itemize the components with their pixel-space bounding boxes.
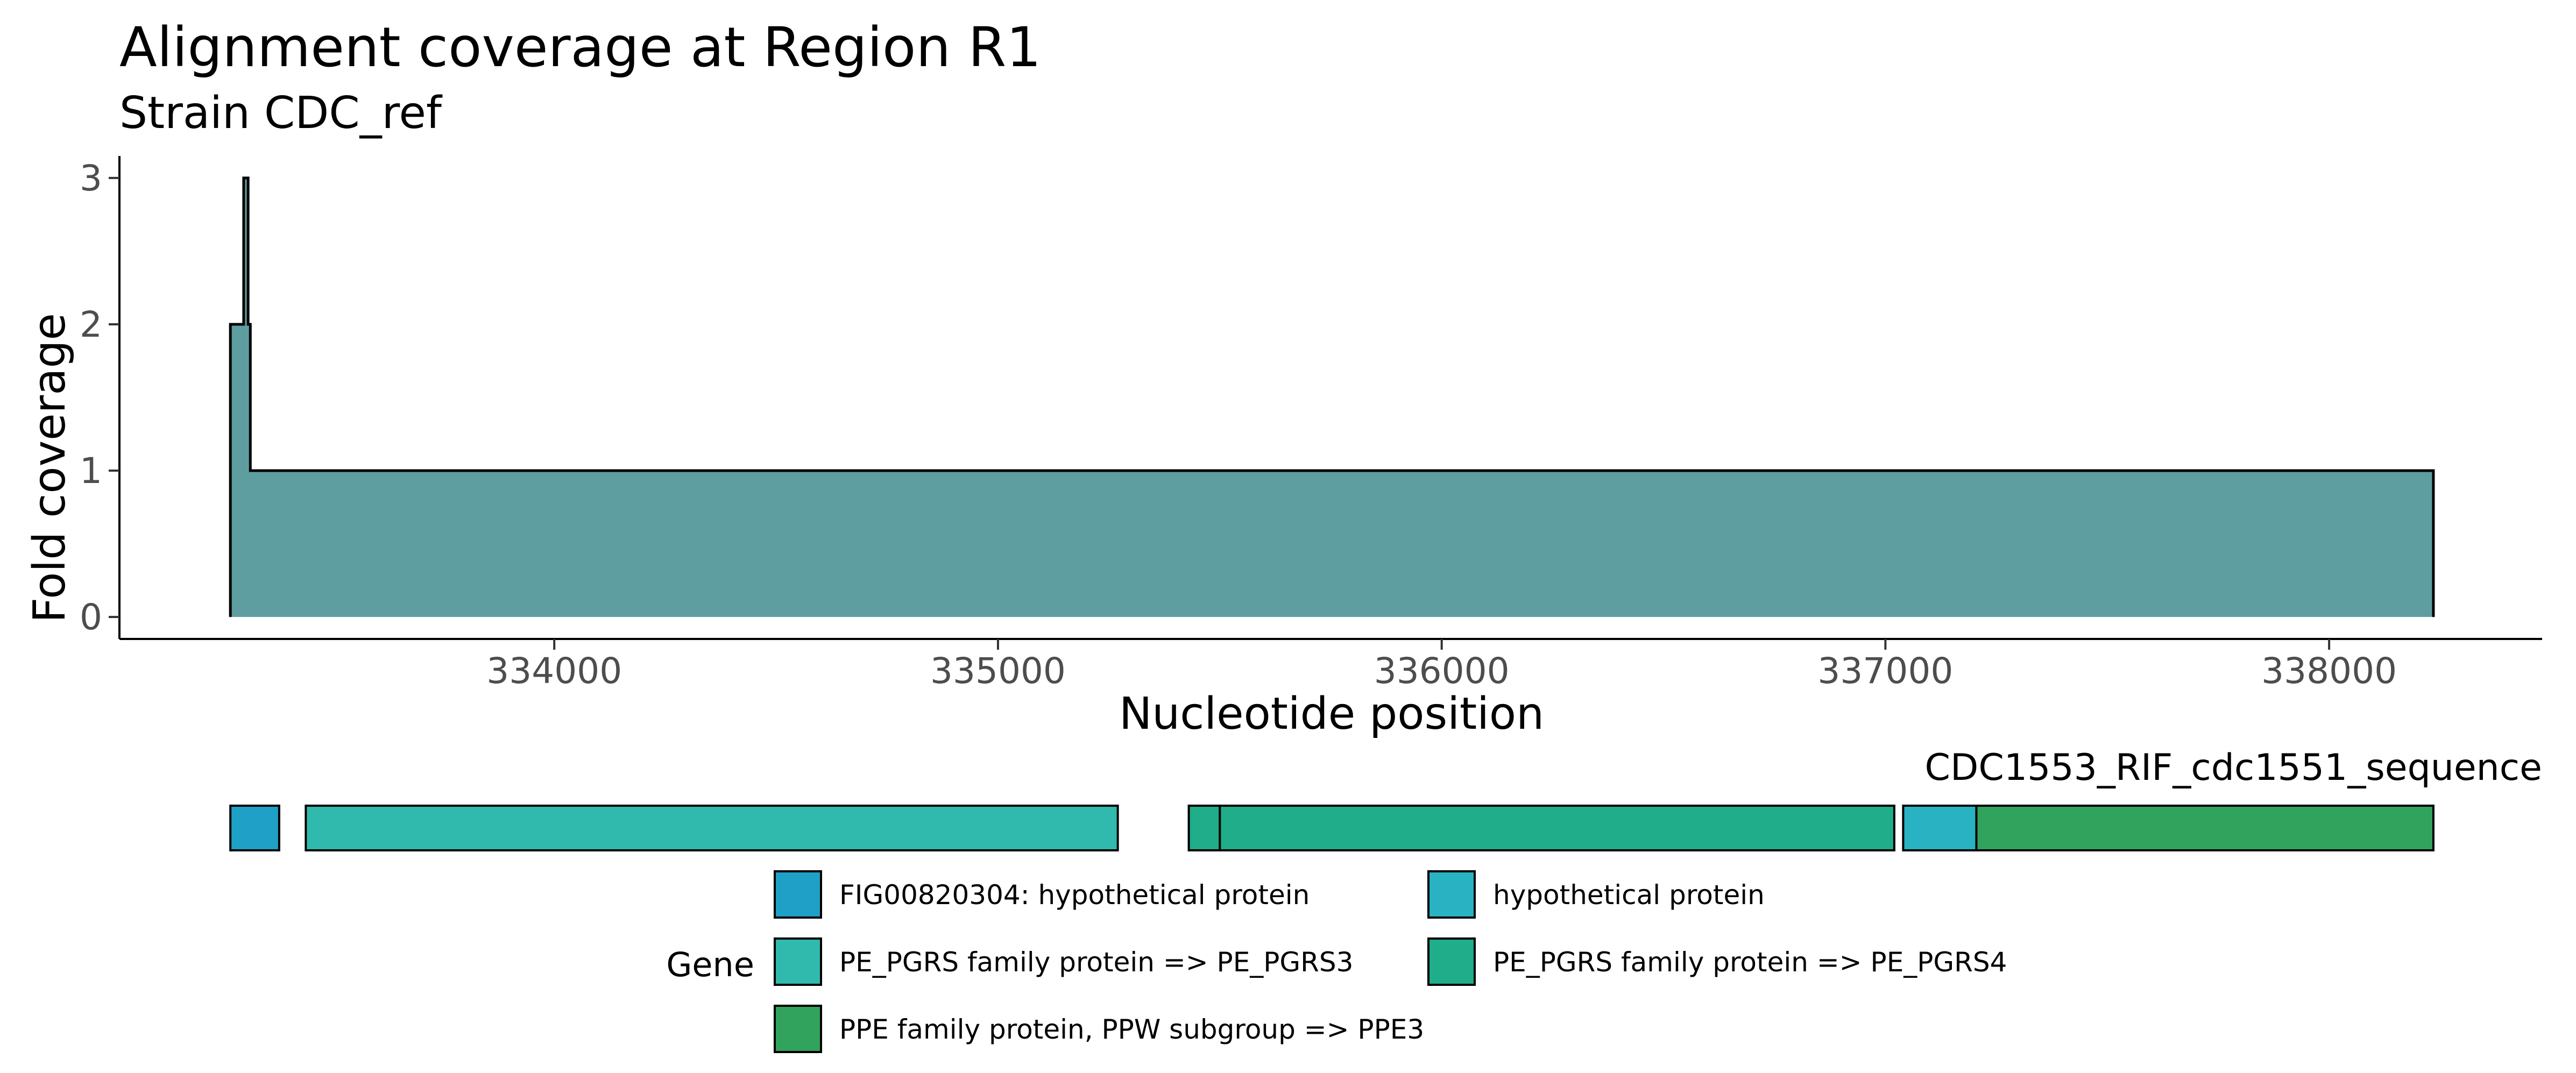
y-axis: 0 1 2 3 (80, 156, 121, 639)
x-tick-label: 334000 (486, 650, 622, 692)
gene-block (1187, 805, 1221, 851)
x-tick-label: 338000 (2261, 650, 2397, 692)
y-axis-label: Fold coverage (24, 313, 75, 623)
legend-key (1427, 937, 1476, 986)
gene-block (305, 805, 1119, 851)
coverage-line (229, 176, 2435, 617)
sequence-label: CDC1553_RIF_cdc1551_sequence (1925, 747, 2542, 789)
legend-label: PE_PGRS family protein => PE_PGRS3 (839, 947, 1353, 978)
gene-block (1902, 805, 1978, 851)
legend-key (774, 870, 822, 919)
x-axis-label: Nucleotide position (1119, 688, 1544, 740)
y-tick-label: 0 (80, 596, 102, 638)
gene-block (1975, 805, 2435, 851)
gene-block (229, 805, 280, 851)
chart-subtitle: Strain CDC_ref (119, 88, 442, 139)
legend-label: PE_PGRS family protein => PE_PGRS4 (1493, 947, 2007, 978)
x-tick-label: 336000 (1374, 650, 1510, 692)
legend-key (774, 1005, 822, 1053)
gene-block (1219, 805, 1895, 851)
x-tick-label: 337000 (1817, 650, 1953, 692)
chart-title: Alignment coverage at Region R1 (119, 16, 1042, 80)
legend-key (774, 937, 822, 986)
legend-title: Gene (666, 945, 754, 984)
legend-key (1427, 870, 1476, 919)
gene-legend: Gene FIG00820304: hypothetical protein hy… (666, 870, 2007, 1053)
legend-label: FIG00820304: hypothetical protein (839, 879, 1310, 911)
gene-track (229, 805, 2435, 851)
legend-label: PPE family protein, PPW subgroup => PPE3 (839, 1014, 1424, 1045)
legend-label: hypothetical protein (1493, 879, 1765, 911)
x-axis: 334000 335000 336000 337000 338000 (119, 638, 2542, 692)
y-tick-label: 1 (80, 450, 102, 492)
y-tick-label: 2 (80, 304, 102, 345)
y-tick-label: 3 (80, 158, 102, 199)
x-tick-label: 335000 (930, 650, 1066, 692)
coverage-area (230, 177, 2433, 617)
coverage-plot (229, 176, 2435, 617)
